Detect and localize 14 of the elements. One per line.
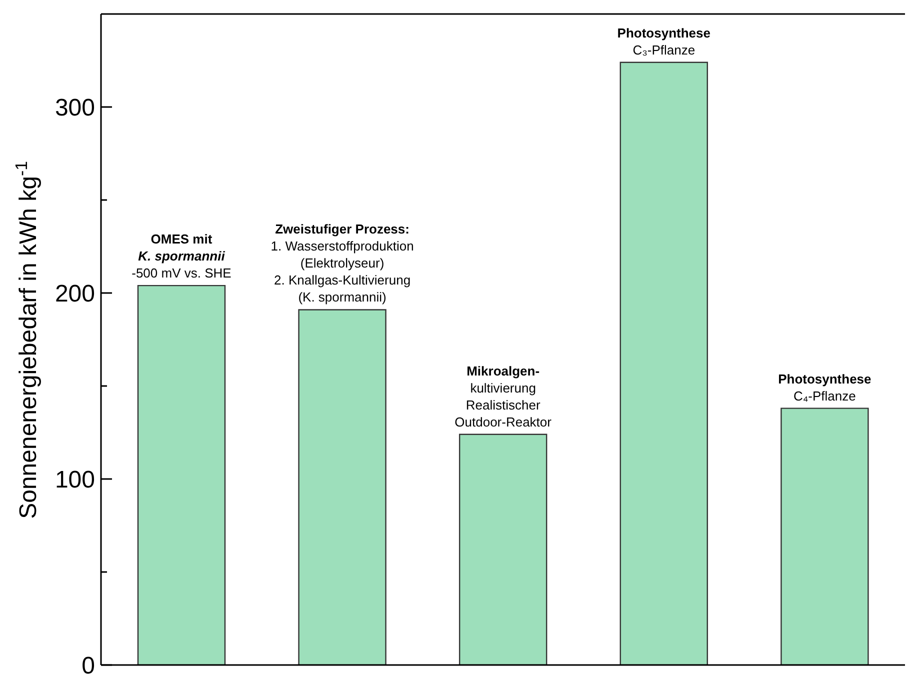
bar <box>620 62 708 665</box>
bar <box>780 408 869 665</box>
bar <box>298 309 386 665</box>
bar <box>137 284 226 665</box>
y-tick-label: 0 <box>82 652 95 680</box>
annotation: OMES mit K. spormannii -500 mV vs. SHE <box>132 232 232 281</box>
y-tick-label: 200 <box>54 280 95 308</box>
y-tick-label: 100 <box>54 466 95 494</box>
y-tick-label: 300 <box>54 94 95 122</box>
annotation: Mikroalgen- kultivierung Realistischer Outdoor-Reaktor <box>454 363 552 430</box>
annotation: Photosynthese C₃-Pflanze <box>617 25 710 58</box>
annotation: Zweistufiger Prozess: 1. Wasserstoffproduktion (Elektrolyseur) 2. Knallgas-Kultivierung (K. spormannii) <box>270 222 414 305</box>
annotation: Photosynthese C₄-Pflanze <box>778 371 872 404</box>
bar <box>458 434 548 665</box>
